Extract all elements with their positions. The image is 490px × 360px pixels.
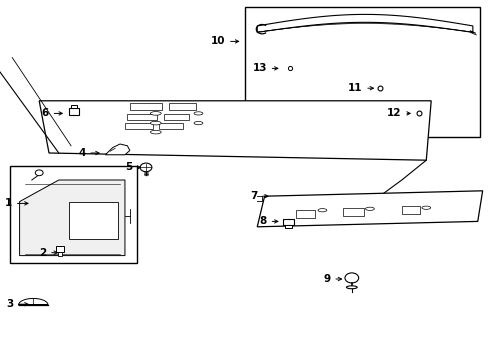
Ellipse shape [422,206,431,210]
Text: 3: 3 [6,299,14,309]
Text: 9: 9 [323,274,331,284]
Bar [296,210,315,218]
Bar [343,208,364,216]
Ellipse shape [194,121,203,125]
Polygon shape [20,180,125,256]
Polygon shape [105,144,130,155]
Text: 8: 8 [260,216,267,226]
Bar [159,123,183,129]
Bar [130,103,162,110]
Bar [71,105,77,108]
Text: 13: 13 [252,63,267,73]
Bar [56,246,64,252]
Polygon shape [257,191,483,227]
Bar [283,219,294,225]
Bar [127,114,157,120]
Ellipse shape [366,207,374,210]
Text: 4: 4 [78,148,86,158]
Bar [285,225,292,228]
Bar [69,108,79,115]
Bar [402,206,420,214]
Polygon shape [39,101,431,160]
Polygon shape [257,14,473,32]
Text: 10: 10 [211,36,225,46]
Bar [245,7,480,137]
Ellipse shape [150,130,161,134]
Bar [125,123,153,129]
Text: 6: 6 [42,108,49,118]
Text: 11: 11 [348,83,363,93]
Bar [169,103,196,110]
Text: 12: 12 [387,108,402,118]
Circle shape [345,273,359,283]
Ellipse shape [318,209,327,212]
Text: 1: 1 [5,198,12,208]
Text: 5: 5 [125,162,132,172]
Text: 7: 7 [250,191,257,201]
Bar [58,252,62,256]
Bar [10,166,137,263]
Bar [164,114,189,120]
Ellipse shape [150,112,161,115]
Circle shape [140,163,152,172]
Ellipse shape [150,121,161,125]
Circle shape [35,170,43,176]
Polygon shape [19,298,48,305]
Ellipse shape [194,112,203,115]
Bar [69,202,118,239]
Text: 2: 2 [39,248,47,258]
Ellipse shape [346,286,357,289]
